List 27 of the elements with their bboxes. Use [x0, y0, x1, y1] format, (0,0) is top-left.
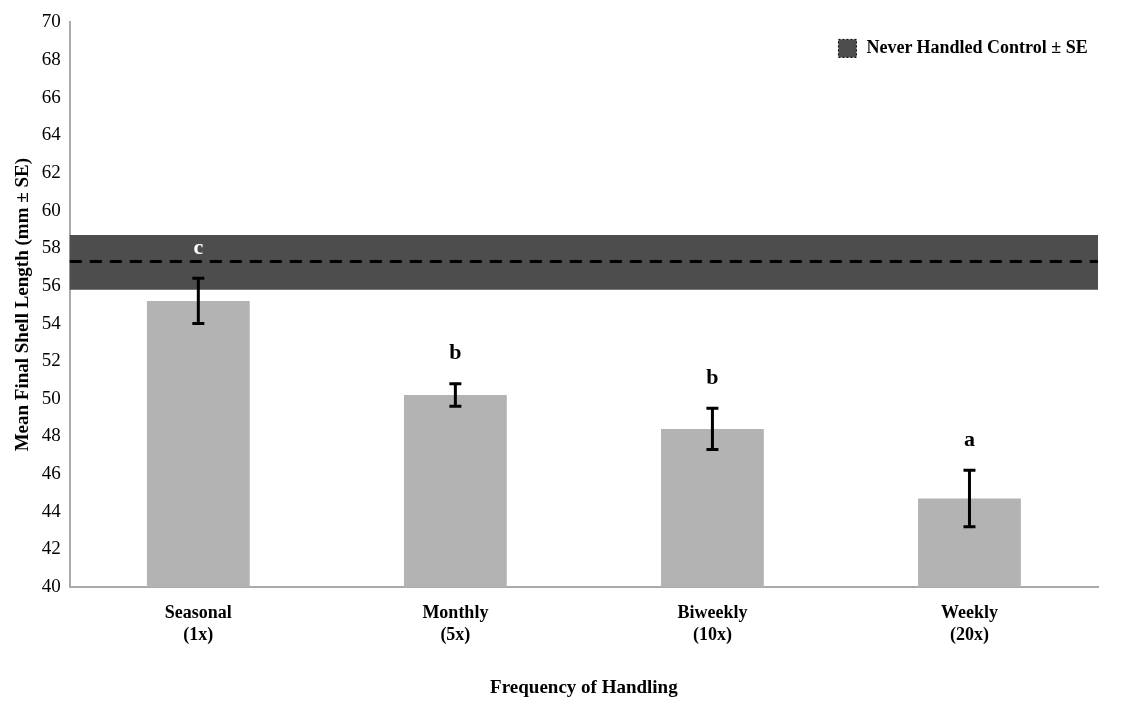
y-tick-label: 60	[41, 198, 61, 220]
y-tick-label: 46	[41, 462, 61, 484]
y-tick-label: 58	[41, 236, 61, 258]
annotation: b	[706, 363, 719, 389]
y-tick-label: 62	[41, 160, 61, 182]
annotation: c	[193, 234, 204, 260]
y-tick-label: 52	[41, 349, 61, 371]
y-tick-label: 70	[41, 10, 61, 32]
y-tick-label: 40	[41, 574, 61, 596]
y-tick-label: 48	[41, 424, 61, 446]
legend-label: Never Handled Control ± SE	[866, 37, 1088, 58]
annotation: a	[963, 426, 975, 451]
y-axis-title: Mean Final Shell Length (mm ± SE)	[11, 158, 34, 452]
y-tick-label: 50	[41, 386, 61, 408]
x-tick-label: Seasonal (1x)	[164, 602, 232, 646]
x-tick-label: Weekly (20x)	[940, 602, 998, 646]
x-tick-label: Biweekly (10x)	[677, 602, 748, 646]
y-tick-label: 66	[41, 85, 61, 107]
y-tick-label: 54	[41, 311, 62, 333]
x-axis-title: Frequency of Handling	[490, 675, 679, 697]
y-tick-label: 56	[41, 273, 61, 295]
x-tick-label: Monthly (5x)	[422, 602, 489, 646]
y-tick-label: 68	[41, 48, 61, 70]
y-tick-label: 64	[41, 123, 62, 145]
y-tick-label: 42	[41, 537, 61, 559]
annotation: b	[449, 339, 462, 365]
y-tick-label: 44	[41, 499, 62, 521]
